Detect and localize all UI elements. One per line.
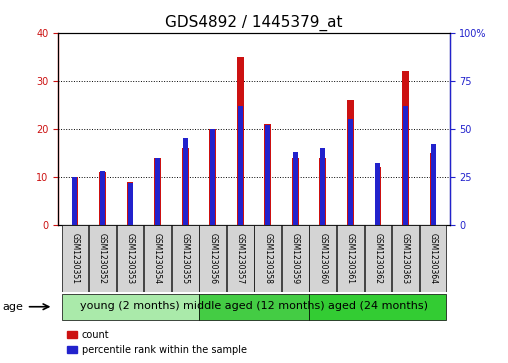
- Bar: [293, 152, 298, 225]
- Text: GSM1230355: GSM1230355: [181, 233, 189, 284]
- Bar: [348, 119, 353, 225]
- Text: GSM1230359: GSM1230359: [291, 233, 300, 284]
- Title: GDS4892 / 1445379_at: GDS4892 / 1445379_at: [165, 15, 343, 31]
- Bar: [255, 225, 281, 292]
- Bar: [155, 158, 160, 225]
- Text: middle aged (12 months): middle aged (12 months): [183, 301, 325, 311]
- Bar: [61, 225, 88, 292]
- Bar: [172, 225, 199, 292]
- Bar: [61, 294, 199, 320]
- Bar: [73, 177, 77, 225]
- Bar: [199, 225, 226, 292]
- Bar: [209, 129, 216, 225]
- Text: aged (24 months): aged (24 months): [328, 301, 428, 311]
- Bar: [144, 225, 171, 292]
- Bar: [403, 106, 408, 225]
- Text: GSM1230351: GSM1230351: [71, 233, 79, 284]
- Bar: [72, 177, 78, 225]
- Bar: [431, 144, 435, 225]
- Bar: [227, 225, 253, 292]
- Bar: [321, 148, 325, 225]
- Text: GSM1230357: GSM1230357: [236, 233, 245, 284]
- Text: GSM1230352: GSM1230352: [98, 233, 107, 284]
- Text: GSM1230356: GSM1230356: [208, 233, 217, 284]
- Text: age: age: [3, 302, 23, 312]
- Bar: [402, 71, 409, 225]
- Bar: [237, 57, 244, 225]
- Bar: [430, 153, 436, 225]
- Bar: [320, 158, 326, 225]
- Bar: [182, 148, 188, 225]
- Bar: [117, 225, 143, 292]
- Bar: [183, 139, 187, 225]
- Bar: [199, 294, 309, 320]
- Text: GSM1230358: GSM1230358: [263, 233, 272, 284]
- Bar: [128, 183, 133, 225]
- Text: GSM1230361: GSM1230361: [346, 233, 355, 284]
- Bar: [264, 124, 271, 225]
- Bar: [375, 163, 380, 225]
- Bar: [309, 225, 336, 292]
- Bar: [374, 167, 382, 225]
- Bar: [365, 225, 391, 292]
- Text: GSM1230354: GSM1230354: [153, 233, 162, 284]
- Bar: [420, 225, 447, 292]
- Bar: [154, 158, 161, 225]
- Text: young (2 months): young (2 months): [80, 301, 180, 311]
- Bar: [309, 294, 447, 320]
- Bar: [100, 171, 105, 225]
- Text: GSM1230360: GSM1230360: [319, 233, 327, 284]
- Text: GSM1230363: GSM1230363: [401, 233, 410, 284]
- Bar: [392, 225, 419, 292]
- Text: GSM1230353: GSM1230353: [125, 233, 135, 284]
- Bar: [282, 225, 309, 292]
- Legend: count, percentile rank within the sample: count, percentile rank within the sample: [64, 326, 250, 359]
- Bar: [337, 225, 364, 292]
- Bar: [89, 225, 116, 292]
- Bar: [265, 125, 270, 225]
- Bar: [347, 100, 354, 225]
- Text: GSM1230364: GSM1230364: [429, 233, 437, 284]
- Bar: [238, 106, 243, 225]
- Bar: [99, 172, 106, 225]
- Bar: [292, 158, 299, 225]
- Text: GSM1230362: GSM1230362: [373, 233, 383, 284]
- Bar: [126, 182, 134, 225]
- Bar: [210, 129, 215, 225]
